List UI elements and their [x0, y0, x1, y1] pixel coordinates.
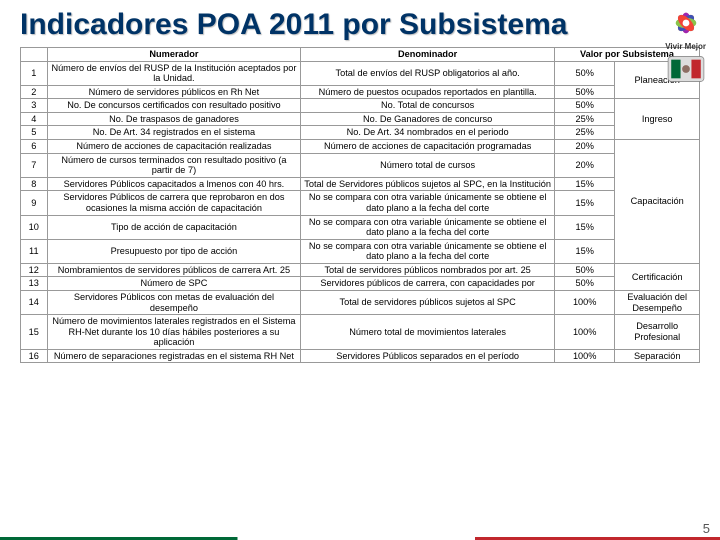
row-denominador: No. De Ganadores de concurso: [301, 112, 555, 126]
row-valor: 50%: [554, 99, 614, 113]
slide-title: Indicadores POA 2011 por Subsistema: [20, 8, 700, 41]
row-number: 9: [21, 191, 48, 215]
row-valor: 50%: [554, 61, 614, 85]
table-row: 15Número de movimientos laterales regist…: [21, 315, 700, 350]
row-valor: 100%: [554, 315, 614, 350]
subsystem-cell: Certificación: [615, 263, 700, 290]
row-numerador: Presupuesto por tipo de acción: [47, 239, 301, 263]
header-denominador: Denominador: [301, 48, 555, 62]
row-number: 3: [21, 99, 48, 113]
table-row: 3No. De concursos certificados con resul…: [21, 99, 700, 113]
row-numerador: Número de cursos terminados con resultad…: [47, 153, 301, 177]
row-denominador: No. Total de concursos: [301, 99, 555, 113]
row-valor: 25%: [554, 126, 614, 140]
shield-icon: [666, 55, 706, 83]
row-denominador: Total de servidores públicos nombrados p…: [301, 263, 555, 277]
row-valor: 50%: [554, 85, 614, 99]
row-number: 11: [21, 239, 48, 263]
row-numerador: Número de SPC: [47, 277, 301, 291]
table-row: 4No. De traspasos de ganadoresNo. De Gan…: [21, 112, 700, 126]
table-row: 9Servidores Públicos de carrera que repr…: [21, 191, 700, 215]
row-denominador: No se compara con otra variable únicamen…: [301, 215, 555, 239]
logo-area: Vivir Mejor: [665, 6, 706, 83]
row-numerador: Servidores Públicos capacitados a lmenos…: [47, 177, 301, 191]
row-numerador: Número de separaciones registradas en el…: [47, 349, 301, 363]
row-number: 1: [21, 61, 48, 85]
row-numerador: Número de servidores públicos en Rh Net: [47, 85, 301, 99]
row-valor: 100%: [554, 290, 614, 314]
row-number: 14: [21, 290, 48, 314]
row-numerador: Tipo de acción de capacitación: [47, 215, 301, 239]
row-numerador: Número de acciones de capacitación reali…: [47, 140, 301, 154]
table-row: 13Número de SPCServidores públicos de ca…: [21, 277, 700, 291]
row-numerador: Nombramientos de servidores públicos de …: [47, 263, 301, 277]
subsystem-cell: Separación: [615, 349, 700, 363]
row-denominador: Servidores Públicos separados en el perí…: [301, 349, 555, 363]
row-denominador: Número de puestos ocupados reportados en…: [301, 85, 555, 99]
row-number: 5: [21, 126, 48, 140]
row-denominador: Total de envíos del RUSP obligatorios al…: [301, 61, 555, 85]
table-row: 10Tipo de acción de capacitaciónNo se co…: [21, 215, 700, 239]
table-row: 16Número de separaciones registradas en …: [21, 349, 700, 363]
table-row: 1Número de envíos del RUSP de la Institu…: [21, 61, 700, 85]
row-number: 13: [21, 277, 48, 291]
row-number: 12: [21, 263, 48, 277]
table-row: 5No. De Art. 34 registrados en el sistem…: [21, 126, 700, 140]
row-number: 7: [21, 153, 48, 177]
subsystem-cell: Evaluación del Desempeño: [615, 290, 700, 314]
row-denominador: Servidores públicos de carrera, con capa…: [301, 277, 555, 291]
table-row: 14Servidores Públicos con metas de evalu…: [21, 290, 700, 314]
row-valor: 100%: [554, 349, 614, 363]
row-valor: 20%: [554, 153, 614, 177]
row-numerador: Número de envíos del RUSP de la Instituc…: [47, 61, 301, 85]
table-row: 2Número de servidores públicos en Rh Net…: [21, 85, 700, 99]
row-denominador: No. De Art. 34 nombrados en el periodo: [301, 126, 555, 140]
row-valor: 15%: [554, 191, 614, 215]
row-numerador: No. De Art. 34 registrados en el sistema: [47, 126, 301, 140]
row-denominador: Número de acciones de capacitación progr…: [301, 140, 555, 154]
subsystem-cell: Ingreso: [615, 99, 700, 140]
table-row: 7Número de cursos terminados con resulta…: [21, 153, 700, 177]
subsystem-cell: Desarrollo Profesional: [615, 315, 700, 350]
header-numerador: Numerador: [47, 48, 301, 62]
logo-text: Vivir Mejor: [665, 42, 706, 51]
table-row: 12Nombramientos de servidores públicos d…: [21, 263, 700, 277]
row-numerador: No. De concursos certificados con result…: [47, 99, 301, 113]
row-number: 16: [21, 349, 48, 363]
row-valor: 50%: [554, 263, 614, 277]
table-row: 6Número de acciones de capacitación real…: [21, 140, 700, 154]
row-denominador: No se compara con otra variable únicamen…: [301, 239, 555, 263]
row-numerador: No. De traspasos de ganadores: [47, 112, 301, 126]
row-number: 2: [21, 85, 48, 99]
row-number: 6: [21, 140, 48, 154]
row-numerador: Número de movimientos laterales registra…: [47, 315, 301, 350]
row-valor: 50%: [554, 277, 614, 291]
row-denominador: Total de Servidores públicos sujetos al …: [301, 177, 555, 191]
header-num: [21, 48, 48, 62]
row-valor: 15%: [554, 239, 614, 263]
row-numerador: Servidores Públicos con metas de evaluac…: [47, 290, 301, 314]
row-valor: 25%: [554, 112, 614, 126]
page-number: 5: [703, 521, 710, 536]
indicators-table: Numerador Denominador Valor por Subsiste…: [20, 47, 700, 363]
table-row: 8Servidores Públicos capacitados a lmeno…: [21, 177, 700, 191]
row-number: 4: [21, 112, 48, 126]
flower-icon: [669, 6, 703, 40]
row-valor: 15%: [554, 177, 614, 191]
row-number: 15: [21, 315, 48, 350]
row-numerador: Servidores Públicos de carrera que repro…: [47, 191, 301, 215]
row-valor: 20%: [554, 140, 614, 154]
row-denominador: Número total de cursos: [301, 153, 555, 177]
row-valor: 15%: [554, 215, 614, 239]
row-number: 10: [21, 215, 48, 239]
row-denominador: Total de servidores públicos sujetos al …: [301, 290, 555, 314]
row-denominador: No se compara con otra variable únicamen…: [301, 191, 555, 215]
row-denominador: Número total de movimientos laterales: [301, 315, 555, 350]
subsystem-cell: Capacitación: [615, 140, 700, 264]
table-row: 11Presupuesto por tipo de acciónNo se co…: [21, 239, 700, 263]
table-header-row: Numerador Denominador Valor por Subsiste…: [21, 48, 700, 62]
row-number: 8: [21, 177, 48, 191]
